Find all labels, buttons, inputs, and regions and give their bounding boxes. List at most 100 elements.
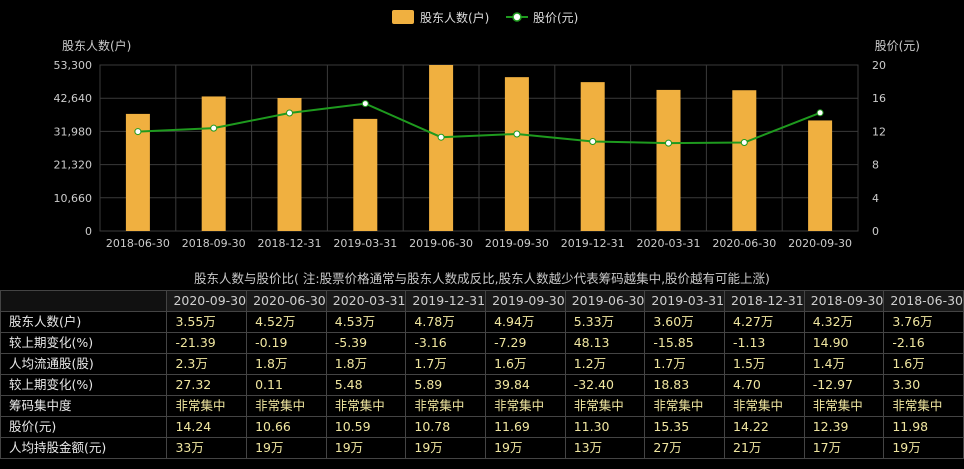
price-point xyxy=(589,138,597,146)
x-tick-label: 2018-09-30 xyxy=(182,237,246,250)
table-cell: 19万 xyxy=(883,437,964,459)
table-cell: 5.33万 xyxy=(564,311,646,333)
left-tick-label: 31,980 xyxy=(54,125,93,138)
left-axis-ticks: 0 10,660 21,320 31,980 42,640 53,300 xyxy=(54,59,93,238)
left-tick-label: 42,640 xyxy=(54,92,93,105)
right-tick-label: 20 xyxy=(872,59,886,72)
table-cell: 19万 xyxy=(246,437,327,459)
table-cell: 48.13 xyxy=(564,332,646,354)
table-cell: 3.30 xyxy=(883,374,964,396)
legend-bar-swatch xyxy=(392,10,414,24)
price-point xyxy=(361,100,369,108)
bar xyxy=(808,120,833,231)
table-cell: 非常集中 xyxy=(564,395,646,417)
price-point xyxy=(210,124,218,132)
x-tick-label: 2019-06-30 xyxy=(409,237,473,250)
row-label: 人均流通股(股) xyxy=(0,353,168,375)
table-header-row: 2020-09-30 2020-06-30 2020-03-31 2019-12-31… xyxy=(0,290,964,312)
table-cell: 非常集中 xyxy=(724,395,805,417)
price-point xyxy=(437,133,445,141)
table-cell: 4.27万 xyxy=(724,311,805,333)
column-header: 2020-09-30 xyxy=(166,290,248,312)
table-cell: 1.7万 xyxy=(644,353,726,375)
x-tick-label: 2018-06-30 xyxy=(106,237,170,250)
table-cell: 4.53万 xyxy=(325,311,407,333)
table-cell: 1.4万 xyxy=(803,353,885,375)
x-tick-label: 2019-03-31 xyxy=(333,237,397,250)
table-cell: -15.85 xyxy=(644,332,726,354)
price-line xyxy=(137,102,821,145)
left-tick-label: 0 xyxy=(85,225,92,238)
table-cell: 13万 xyxy=(564,437,646,459)
table-cell: 11.69 xyxy=(485,416,566,438)
table-cell: -32.40 xyxy=(564,374,646,396)
chart-caption: 股东人数与股价比( 注:股票价格通常与股东人数成反比,股东人数越少代表筹码越集中… xyxy=(194,271,770,286)
table-row: 人均持股金额(元) 33万 19万 19万 19万 19万 13万 27万 21万 17万 19万 xyxy=(0,437,964,459)
table-cell: 0.11 xyxy=(246,374,327,396)
column-header: 2020-06-30 xyxy=(246,290,327,312)
column-header: 2020-03-31 xyxy=(325,290,407,312)
x-tick-label: 2019-09-30 xyxy=(485,237,549,250)
legend: 股东人数(户) 股价(元) xyxy=(392,10,578,25)
column-header: 2018-06-30 xyxy=(883,290,964,312)
table-cell: 5.89 xyxy=(405,374,487,396)
left-tick-label: 21,320 xyxy=(54,159,93,172)
bar xyxy=(429,65,454,231)
column-header: 2018-09-30 xyxy=(803,290,885,312)
row-label: 股东人数(户) xyxy=(0,311,168,333)
row-label: 较上期变化(%) xyxy=(0,332,168,354)
table-cell: -0.19 xyxy=(246,332,327,354)
row-label: 人均持股金额(元) xyxy=(0,437,168,459)
table-cell: 15.35 xyxy=(644,416,726,438)
table-cell: 14.22 xyxy=(724,416,805,438)
table-corner xyxy=(0,290,168,312)
right-axis-label: 股价(元) xyxy=(875,39,920,53)
table-cell: 19万 xyxy=(325,437,407,459)
table-cell: 非常集中 xyxy=(803,395,885,417)
bar-series xyxy=(125,65,833,232)
table-cell: -5.39 xyxy=(325,332,407,354)
table-row: 股价(元) 14.24 10.66 10.59 10.78 11.69 11.30 15.35… xyxy=(0,416,964,438)
table-cell: 33万 xyxy=(166,437,248,459)
bar xyxy=(353,118,378,231)
table-cell: 14.90 xyxy=(803,332,885,354)
left-axis-label: 股东人数(户) xyxy=(62,38,131,53)
bar xyxy=(277,98,302,232)
price-point xyxy=(134,128,142,136)
x-tick-label: 2020-03-31 xyxy=(637,237,701,250)
table-cell: 27.32 xyxy=(166,374,248,396)
table-cell: 17万 xyxy=(803,437,885,459)
table-cell: 1.7万 xyxy=(405,353,487,375)
row-label: 较上期变化(%) xyxy=(0,374,168,396)
table-cell: 21万 xyxy=(724,437,805,459)
table-cell: 5.48 xyxy=(325,374,407,396)
legend-bar-label: 股东人数(户) xyxy=(420,10,489,25)
legend-line-marker xyxy=(512,12,522,22)
table-cell: 11.30 xyxy=(564,416,646,438)
table-cell: 10.59 xyxy=(325,416,407,438)
left-tick-label: 53,300 xyxy=(54,59,93,72)
table-row: 股东人数(户) 3.55万 4.52万 4.53万 4.78万 4.94万 5.33万 3.6… xyxy=(0,311,964,333)
table-cell: 3.76万 xyxy=(883,311,964,333)
table-cell: 非常集中 xyxy=(405,395,487,417)
table-cell: -12.97 xyxy=(803,374,885,396)
column-header: 2018-12-31 xyxy=(724,290,805,312)
x-tick-label: 2020-09-30 xyxy=(788,237,852,250)
table-cell: 12.39 xyxy=(803,416,885,438)
right-tick-label: 16 xyxy=(872,92,886,105)
price-point xyxy=(286,109,293,117)
table-cell: -21.39 xyxy=(166,332,248,354)
column-header: 2019-06-30 xyxy=(564,290,646,312)
bar xyxy=(656,89,681,231)
table-cell: 3.55万 xyxy=(166,311,248,333)
table-cell: 4.52万 xyxy=(246,311,327,333)
table-row: 较上期变化(%) 27.32 0.11 5.48 5.89 39.84 -32.40 18.8… xyxy=(0,374,964,396)
table-cell: 4.78万 xyxy=(405,311,487,333)
price-point xyxy=(665,139,672,147)
table-cell: 1.6万 xyxy=(883,353,964,375)
table-row: 筹码集中度 非常集中 非常集中 非常集中 非常集中 非常集中 非常集中 非常集中 非常集中 非常集… xyxy=(0,395,964,417)
table-cell: 27万 xyxy=(644,437,726,459)
price-point xyxy=(816,109,824,117)
x-tick-label: 2020-06-30 xyxy=(712,237,776,250)
price-point xyxy=(740,139,748,147)
